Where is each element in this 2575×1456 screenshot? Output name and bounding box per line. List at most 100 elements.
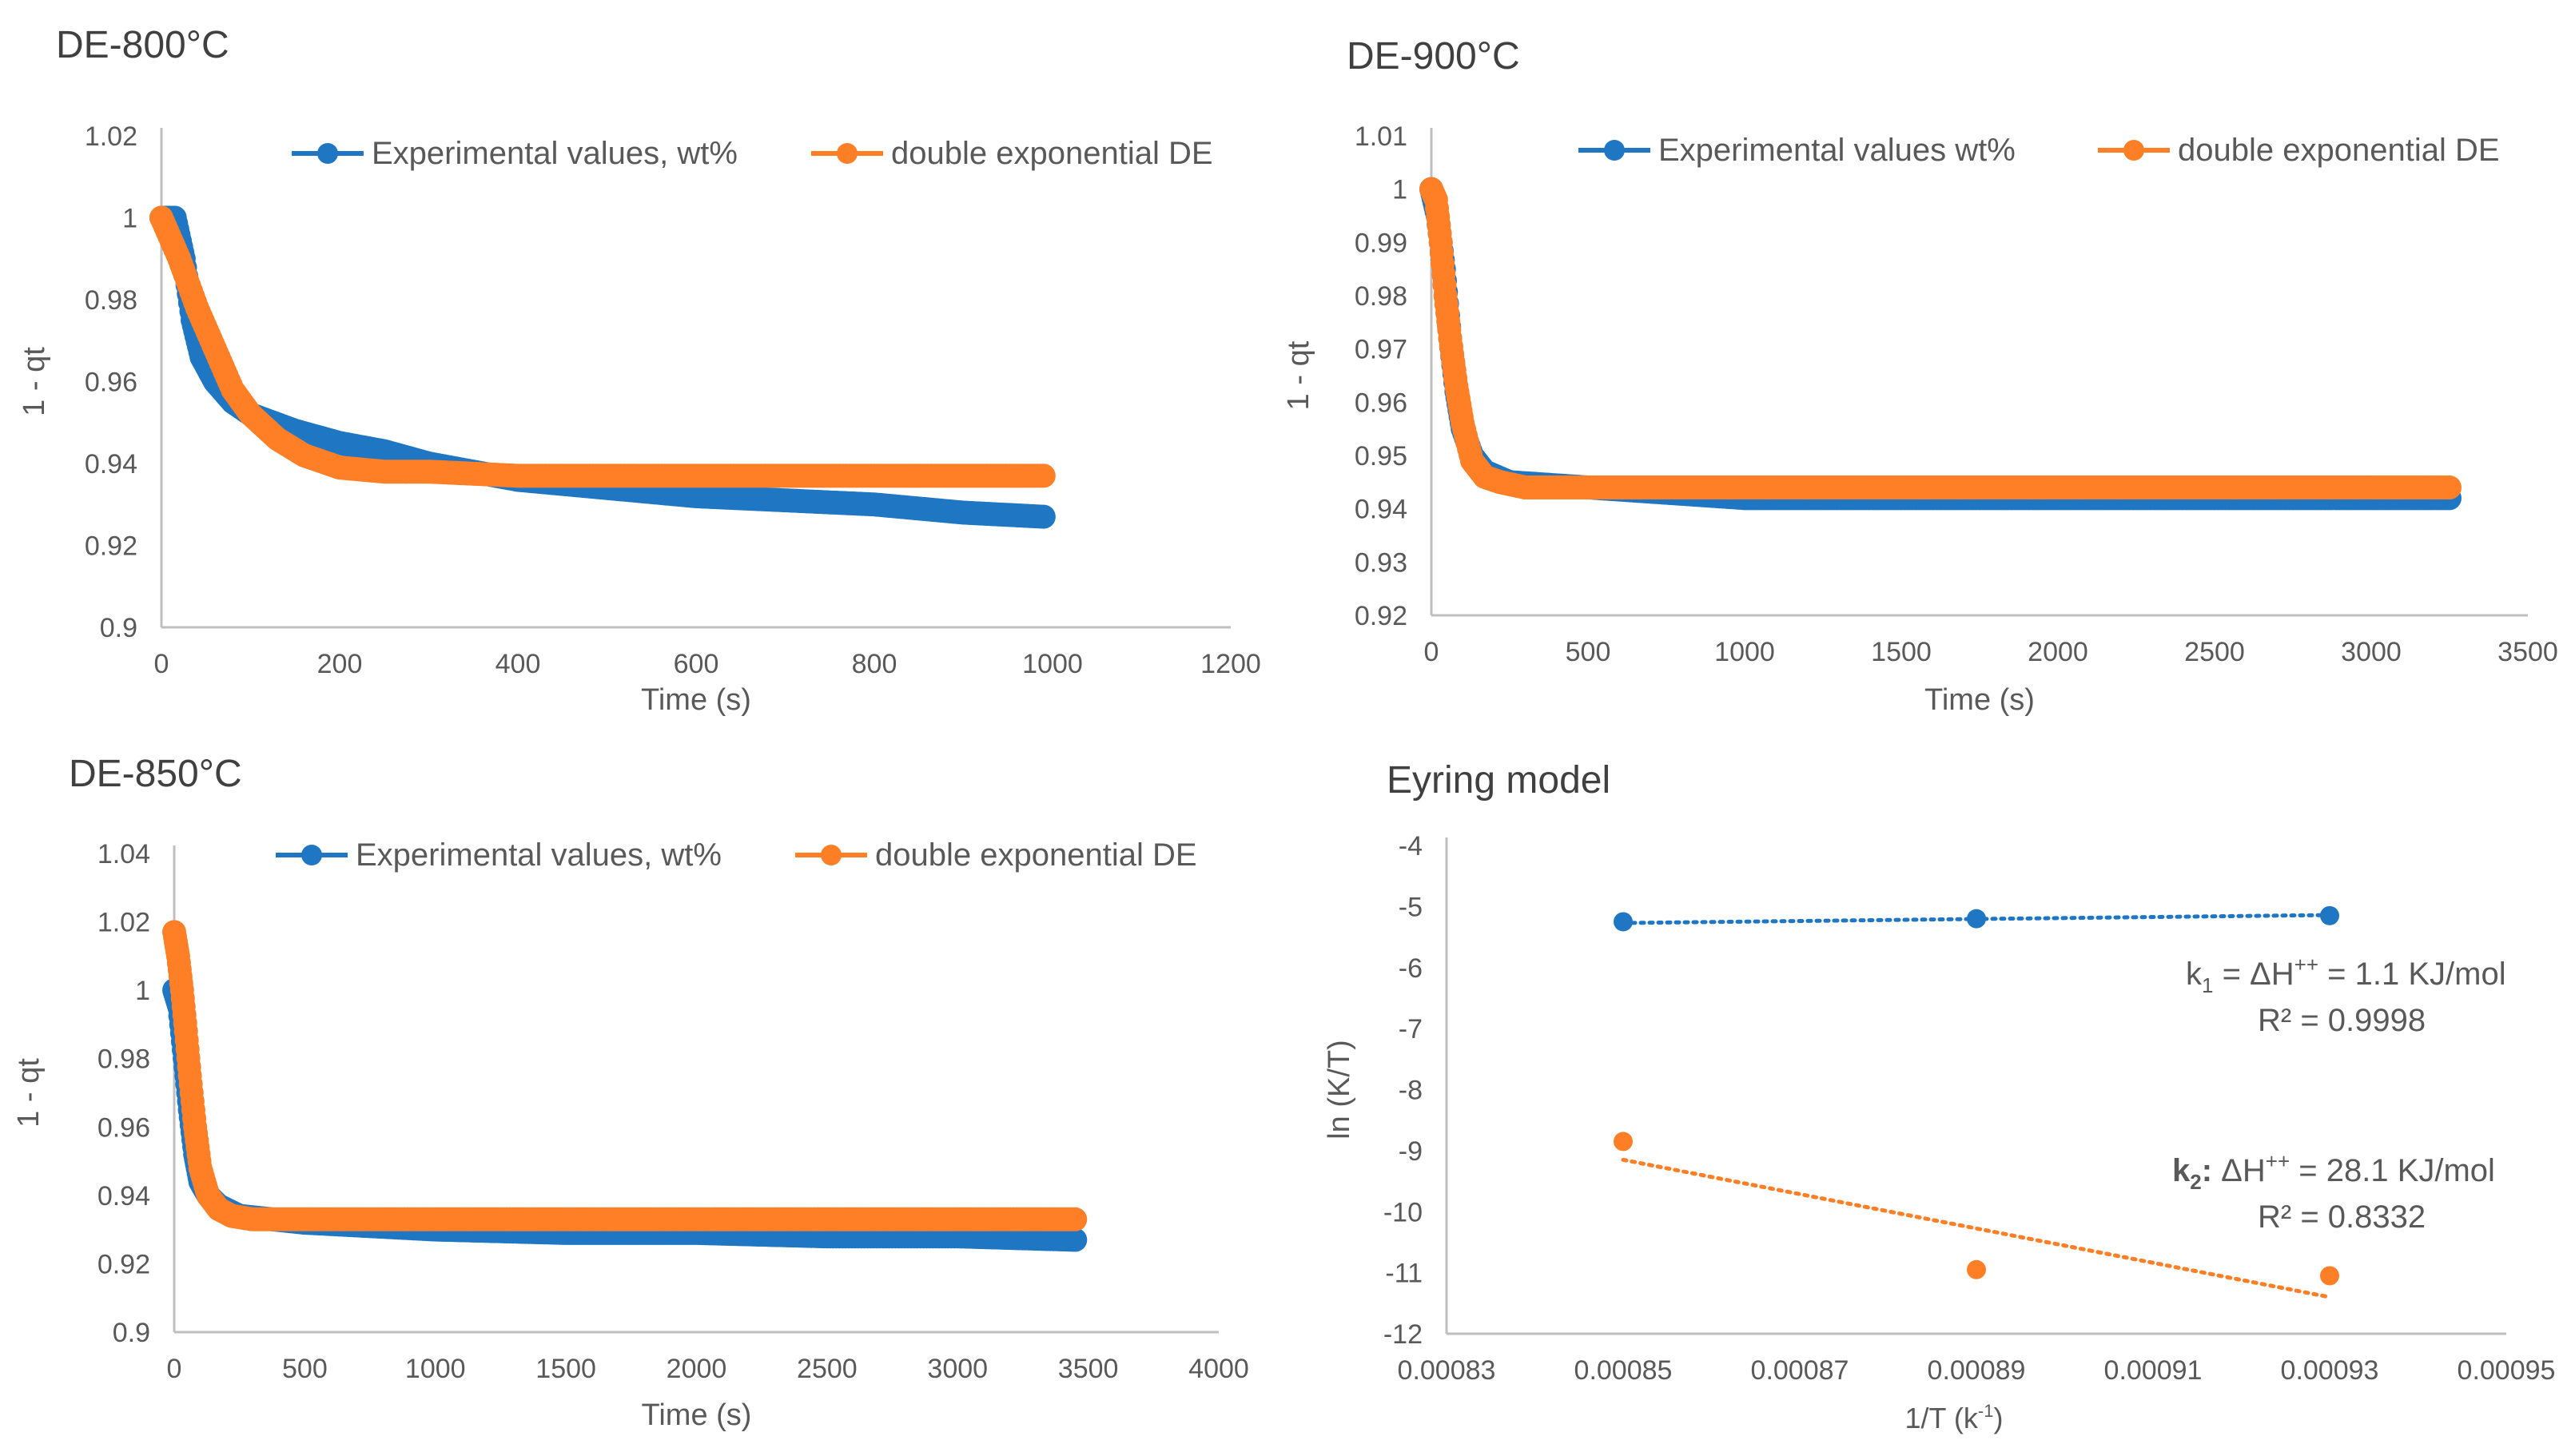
y-tick-label: 0.94 [98, 1181, 150, 1211]
series-double-exponential [149, 205, 1056, 488]
legend-experimental: Experimental values wt% [1578, 133, 2016, 168]
y-tick-label: 0.96 [98, 1112, 150, 1143]
y-tick-label: 0.94 [1355, 495, 1407, 525]
x-tick-label: 0.00083 [1398, 1355, 1496, 1386]
y-tick-label: 1.01 [1355, 121, 1407, 152]
x-tick-label: 1000 [1022, 649, 1083, 679]
x-tick-label: 1500 [535, 1354, 596, 1384]
legend-model: double exponential DE [811, 136, 1213, 171]
k2-text: ΔH [2212, 1153, 2266, 1188]
x-tick-label: 800 [852, 649, 897, 679]
y-axis-label: 1 - qt [12, 1058, 46, 1128]
x-tick-label: 0 [1424, 637, 1439, 667]
data-point [1063, 1227, 1088, 1252]
legend-model: double exponential DE [2098, 133, 2500, 168]
x-tick-label: 3000 [2341, 637, 2402, 667]
data-point [1031, 504, 1056, 529]
k2-colon: : [2202, 1153, 2212, 1188]
x-tick-label: 0.00091 [2104, 1355, 2203, 1386]
chart-de-850: DE-850°C 0.9 0.92 0.94 0.96 0.98 1 1.02 1.04 0 500… [12, 753, 1249, 1432]
y-axis-label: 1 - qt [18, 347, 51, 416]
k1-superscript: ++ [2294, 953, 2318, 977]
legend-dot-marker [821, 845, 842, 865]
y-tick-label: 0.96 [85, 368, 137, 398]
y-tick-label: -11 [1385, 1259, 1423, 1289]
y-tick-label: 1 [122, 204, 137, 234]
y-tick-label: 0.92 [98, 1249, 150, 1279]
y-tick-label: 0.98 [98, 1044, 150, 1075]
y-tick-label: 0.9 [113, 1318, 150, 1348]
data-point [2320, 1266, 2339, 1286]
y-tick-label: 0.94 [85, 449, 137, 479]
y-axis-label: 1 - qt [1282, 340, 1315, 410]
x-tick-label: 0.00087 [1751, 1355, 1849, 1386]
data-point [1614, 1132, 1633, 1152]
x-tick-label: 3000 [927, 1354, 988, 1384]
series-double-exponential [162, 920, 1088, 1231]
x-tick-label: 2500 [797, 1354, 858, 1384]
y-tick-label: 0.96 [1355, 388, 1407, 418]
y-tick-label: -4 [1399, 831, 1423, 861]
legend-experimental: Experimental values, wt% [276, 837, 722, 873]
data-point [1031, 463, 1056, 488]
y-tick-label: 0.92 [85, 531, 137, 562]
legend-dot-marker [301, 845, 322, 865]
chart-de-900: DE-900°C 0.92 0.93 0.94 0.95 0.96 0.97 0.98 0.99… [1282, 35, 2558, 717]
x-axis-label: Time (s) [642, 1398, 752, 1432]
k2-superscript: ++ [2266, 1149, 2290, 1173]
series-experimental [1419, 177, 2462, 511]
x-tick-label: 1000 [1714, 637, 1775, 667]
y-tick-label: 1.02 [85, 121, 137, 152]
x-tick-label: 2500 [2184, 637, 2245, 667]
y-tick-label: 1 [1392, 175, 1407, 205]
x-axis-label: Time (s) [1924, 683, 2035, 717]
x-tick-label: 0 [167, 1354, 182, 1384]
chart-title: DE-800°C [56, 24, 229, 66]
x-tick-label: 200 [317, 649, 363, 679]
y-tick-label: 1.04 [98, 839, 150, 869]
legend-label: double exponential DE [2178, 133, 2500, 168]
y-tick-label: -9 [1399, 1136, 1423, 1167]
y-tick-label: -5 [1399, 892, 1423, 922]
series-k1 [1614, 905, 2339, 932]
y-tick-label: 0.9 [100, 613, 137, 643]
x-axis-label: Time (s) [641, 683, 751, 717]
x-tick-label: 1200 [1200, 649, 1261, 679]
x-tick-label: 0.00095 [2458, 1355, 2556, 1386]
legend-dot-marker [1604, 140, 1625, 161]
k1-r-squared: R² = 0.9998 [2258, 1003, 2426, 1038]
x-tick-label: 500 [1566, 637, 1611, 667]
trendline-k2 [1621, 1157, 2332, 1299]
chart-title: DE-900°C [1347, 35, 1520, 78]
k2-value: = 28.1 KJ/mol [2290, 1153, 2495, 1188]
y-tick-label: 0.93 [1355, 547, 1407, 578]
legend-dot-marker [837, 143, 858, 164]
legend-dot-marker [2123, 140, 2144, 161]
x-tick-label: 400 [495, 649, 541, 679]
legend-model: double exponential DE [795, 837, 1197, 873]
chart-title: DE-850°C [69, 753, 242, 795]
y-tick-label: -6 [1399, 953, 1423, 984]
legend-label: Experimental values, wt% [356, 837, 722, 873]
y-tick-label: -10 [1383, 1197, 1423, 1227]
x-tick-label: 500 [282, 1354, 328, 1384]
chart-de-800: DE-800°C 0.9 0.92 0.94 0.96 0.98 1 1.02 0 200 400 6… [18, 24, 1261, 717]
k2-r-squared: R² = 0.8332 [2258, 1199, 2426, 1235]
x-tick-label: 0.00093 [2281, 1355, 2379, 1386]
y-tick-label: 0.97 [1355, 335, 1407, 365]
y-tick-label: -12 [1383, 1319, 1423, 1350]
x-tick-label: 3500 [1058, 1354, 1119, 1384]
x-tick-label: 4000 [1188, 1354, 1249, 1384]
k2-subscript: 2 [2190, 1170, 2201, 1194]
legend-label: Experimental values, wt% [372, 136, 738, 171]
data-point [1614, 912, 1633, 932]
y-tick-label: 1 [135, 976, 150, 1006]
y-tick-label: -7 [1399, 1014, 1423, 1044]
x-tick-label: 600 [674, 649, 719, 679]
y-axis-label: ln (K/T) [1323, 1040, 1356, 1140]
chart-eyring-model: Eyring model-12-11-10-9-8-7-6-5-40.00083… [1323, 759, 2555, 1434]
legend-label: Experimental values wt% [1658, 133, 2016, 168]
chart-title: Eyring model [1387, 759, 1610, 802]
series-k2 [1614, 1132, 2339, 1299]
